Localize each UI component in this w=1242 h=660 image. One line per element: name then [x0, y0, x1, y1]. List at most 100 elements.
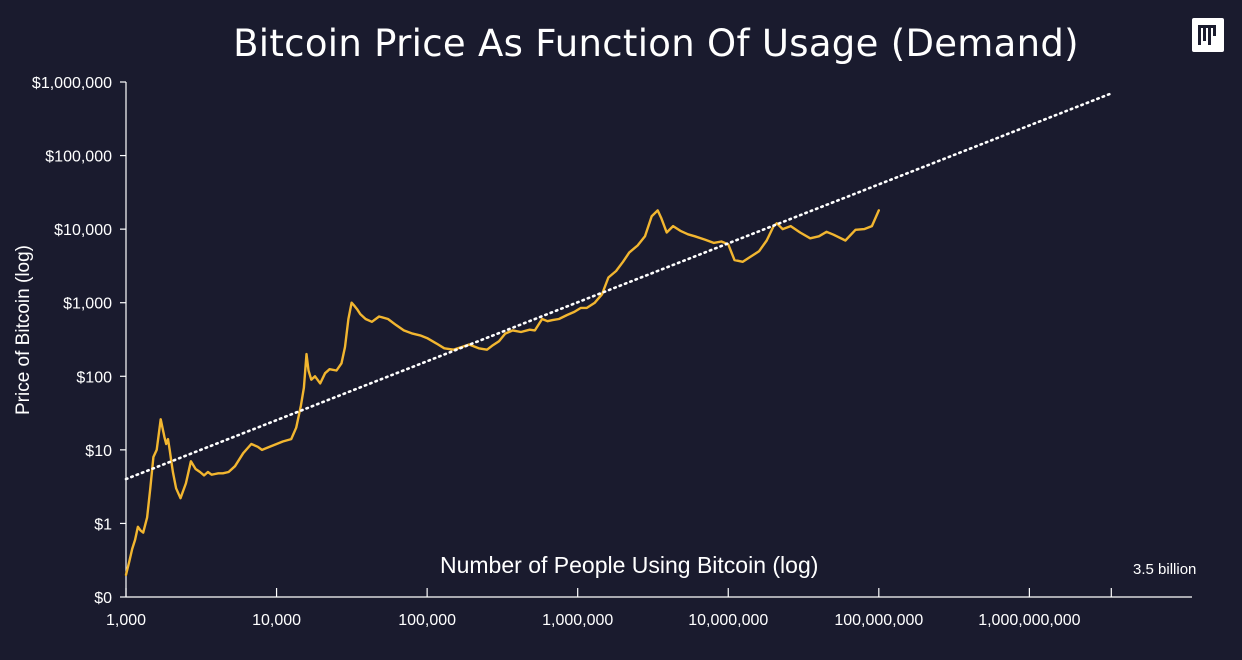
price-point — [775, 222, 778, 225]
price-point — [335, 369, 338, 372]
price-point — [477, 347, 480, 350]
price-point — [551, 319, 554, 322]
price-point — [504, 332, 507, 335]
price-point — [854, 228, 857, 231]
price-point — [557, 318, 560, 320]
price-point — [573, 311, 576, 313]
price-point — [131, 548, 134, 550]
price-point — [818, 235, 820, 238]
price-point — [468, 343, 470, 346]
price-point — [693, 235, 696, 238]
price-point — [704, 238, 706, 241]
price-point — [863, 228, 866, 231]
price-point — [314, 375, 316, 378]
price-point — [217, 472, 220, 475]
price-point — [261, 448, 263, 451]
price-point — [168, 448, 171, 451]
tick-labels: $0 $1 $10 $100 $1,000 $10,000 $100,000 $1,000,0… — [32, 75, 1081, 629]
price-point — [615, 270, 618, 272]
chart-title: Bitcoin Price As Function Of Usage (Dema… — [233, 22, 1079, 65]
price-point — [163, 436, 166, 438]
price-point — [394, 323, 397, 326]
price-point — [256, 445, 259, 448]
price-point — [426, 337, 429, 340]
price-point — [607, 276, 610, 279]
price-point — [310, 378, 313, 381]
x-tick-label: 1,000 — [106, 612, 146, 629]
axes — [120, 81, 1192, 598]
price-point — [172, 471, 174, 473]
price-point — [741, 260, 744, 263]
price-point — [305, 353, 308, 356]
price-point — [585, 307, 588, 309]
price-point — [844, 239, 847, 242]
y-tick-label: $100,000 — [45, 149, 112, 166]
price-point — [268, 445, 271, 448]
price-point — [203, 474, 205, 477]
x-tick-label: 100,000,000 — [834, 612, 923, 629]
price-point — [419, 334, 422, 337]
y-tick-label: $10,000 — [54, 222, 112, 239]
y-tick-label: $0 — [94, 590, 112, 607]
price-point — [758, 250, 760, 253]
price-point — [749, 255, 752, 258]
x-tick-label: 100,000 — [398, 612, 456, 629]
x-tick-label: 1,000,000,000 — [978, 612, 1080, 629]
price-point — [712, 242, 715, 244]
price-point — [142, 531, 145, 534]
price-point — [165, 443, 168, 445]
price-point — [221, 472, 224, 475]
price-line — [124, 209, 880, 577]
price-point — [486, 348, 488, 351]
price-point — [250, 443, 253, 445]
price-point — [324, 372, 326, 375]
y-tick-label: $1,000,000 — [32, 75, 112, 92]
price-point — [601, 293, 603, 296]
price-point — [190, 460, 192, 463]
x-tick-label: 1,000,000 — [542, 612, 613, 629]
price-point — [622, 260, 624, 263]
price-point — [809, 237, 812, 240]
price-point — [125, 573, 127, 576]
price-point — [733, 259, 736, 261]
price-point — [275, 443, 278, 445]
price-point — [134, 538, 137, 541]
price-point — [364, 318, 367, 320]
price-point — [199, 471, 201, 473]
price-point — [155, 448, 158, 451]
max-users-annotation: 3.5 billion — [1133, 561, 1197, 578]
price-point — [877, 209, 880, 212]
price-point — [498, 340, 500, 343]
brand-logo-icon — [1192, 18, 1224, 52]
price-point — [179, 497, 182, 500]
price-point — [307, 369, 310, 372]
price-point — [687, 233, 689, 236]
price-point — [546, 320, 549, 323]
price-point — [656, 209, 659, 212]
price-point — [579, 307, 582, 309]
price-point — [353, 305, 356, 307]
price-point — [137, 525, 139, 528]
price-point — [242, 452, 245, 455]
price-point — [378, 315, 381, 318]
price-point — [149, 487, 152, 490]
price-point — [387, 318, 389, 320]
price-point — [528, 328, 531, 331]
price-point — [299, 404, 302, 407]
price-point — [281, 440, 284, 443]
price-point — [356, 308, 359, 311]
x-tick-label: 10,000 — [252, 612, 301, 629]
price-point — [443, 347, 446, 350]
price-point — [799, 231, 801, 234]
price-point — [672, 225, 674, 227]
price-point — [175, 487, 177, 490]
price-point — [765, 239, 768, 242]
price-point — [139, 529, 142, 532]
price-point — [520, 331, 522, 333]
price-point — [491, 344, 493, 347]
price-point — [371, 320, 373, 323]
price-point — [781, 228, 784, 231]
price-point — [832, 233, 835, 236]
